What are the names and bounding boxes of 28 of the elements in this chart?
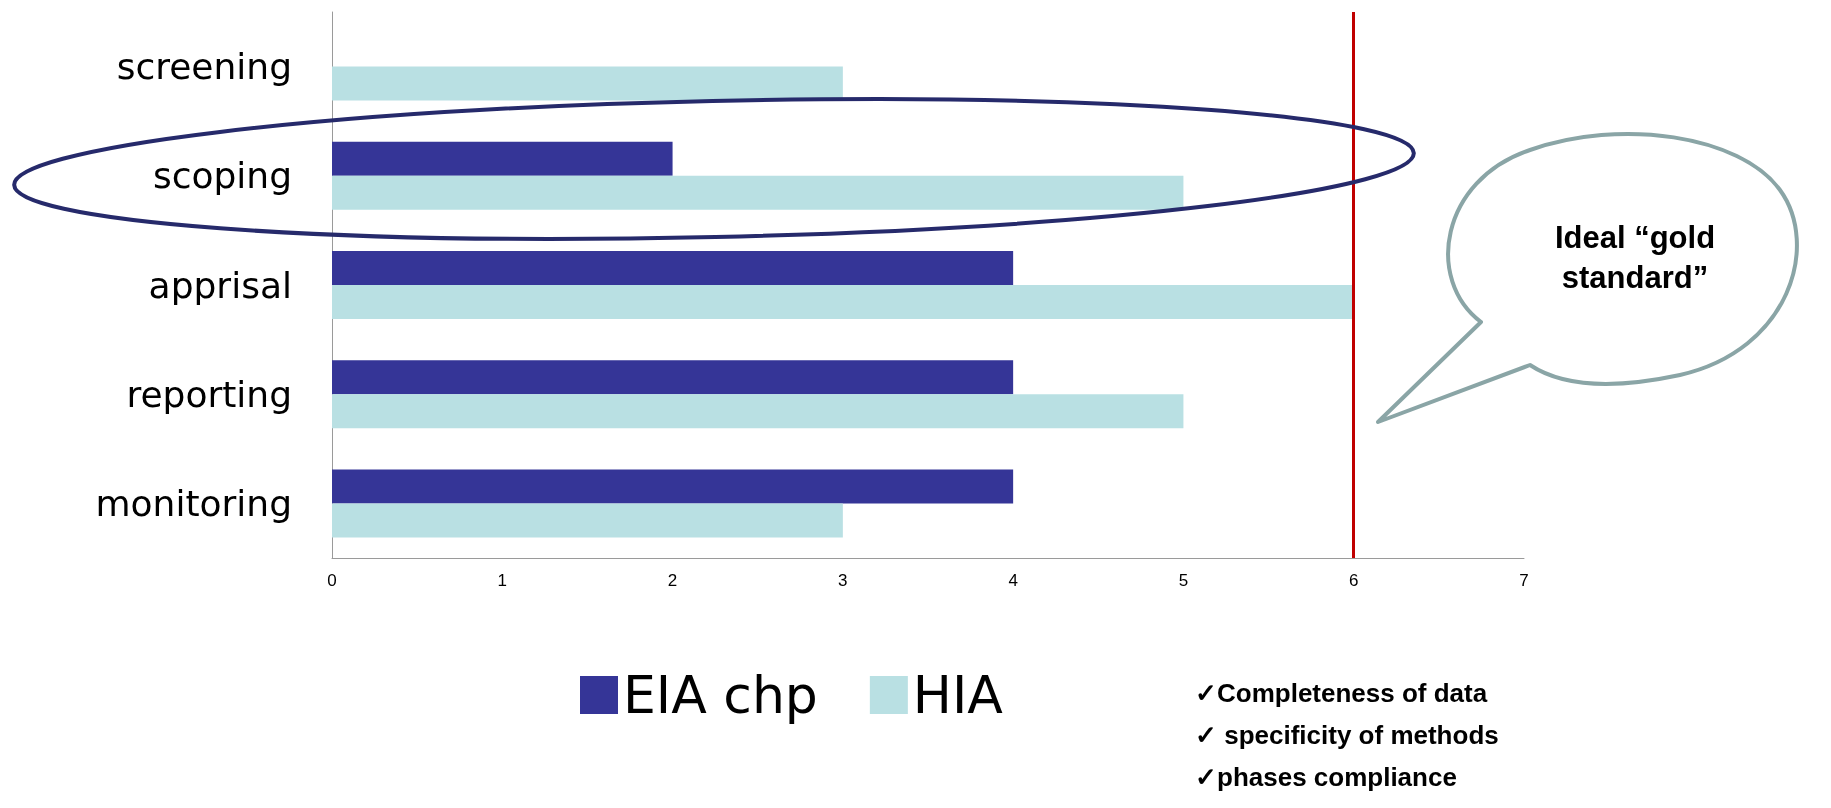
x-tick-label: 0 <box>327 571 337 590</box>
legend-label: EIA chp <box>623 665 818 725</box>
bar <box>332 141 673 176</box>
legend-label: HIA <box>912 665 1004 725</box>
bar <box>332 503 843 538</box>
bar <box>332 394 1184 429</box>
x-tick-label: 5 <box>1178 571 1189 590</box>
bar <box>332 66 843 101</box>
y-tick-label: screening <box>116 46 292 88</box>
text: ✓Completeness of data <box>1195 678 1488 709</box>
text: ✓ specificity of methods <box>1195 720 1499 751</box>
x-tick-label: 6 <box>1348 571 1359 590</box>
text: ✓phases compliance <box>1195 762 1457 793</box>
x-tick-label: 4 <box>1008 571 1018 590</box>
x-tick-label: 7 <box>1519 571 1529 590</box>
y-tick-label: scoping <box>152 155 292 197</box>
bar <box>332 251 1014 285</box>
bar <box>332 360 1014 395</box>
x-tick-label: 1 <box>497 571 508 590</box>
y-tick-label: apprisal <box>148 264 292 306</box>
y-tick-label: monitoring <box>95 482 292 524</box>
bar <box>332 285 1354 319</box>
x-tick-label: 2 <box>667 571 678 590</box>
text: Ideal “gold standard” <box>1553 219 1717 298</box>
bar <box>332 469 1014 504</box>
bar <box>332 175 1184 210</box>
x-tick-label: 3 <box>838 571 848 590</box>
y-tick-label: reporting <box>126 373 292 415</box>
